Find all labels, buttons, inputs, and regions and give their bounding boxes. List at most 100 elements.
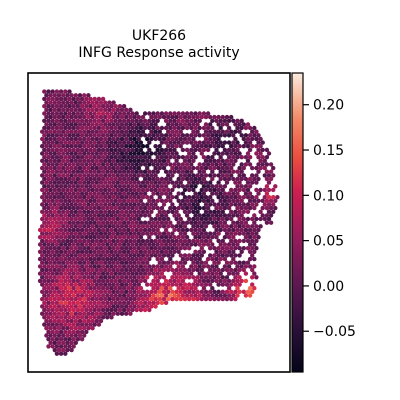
- spot: [69, 107, 74, 113]
- spot: [88, 271, 93, 276]
- spot: [157, 187, 162, 193]
- spot: [61, 216, 66, 222]
- spot: [155, 125, 160, 131]
- spot: [132, 180, 137, 185]
- spot: [189, 162, 194, 167]
- spot: [254, 246, 259, 251]
- spot: [163, 162, 169, 167]
- spot: [61, 195, 66, 200]
- spot: [195, 202, 200, 207]
- spot: [189, 264, 194, 269]
- spot: [94, 107, 100, 113]
- spot: [147, 213, 152, 218]
- spot: [218, 213, 223, 218]
- spot: [214, 162, 219, 167]
- spot: [92, 96, 97, 102]
- spot: [163, 184, 169, 189]
- spot: [140, 296, 146, 302]
- spot: [178, 114, 183, 120]
- spot: [94, 173, 100, 178]
- spot: [92, 242, 97, 247]
- spot: [52, 173, 57, 178]
- spot: [155, 213, 160, 218]
- spot: [107, 129, 112, 134]
- spot: [77, 100, 83, 105]
- spot: [121, 111, 127, 116]
- spot: [201, 162, 207, 167]
- spot: [63, 162, 68, 167]
- spot: [245, 122, 251, 127]
- spot: [199, 173, 204, 178]
- spot: [124, 180, 129, 185]
- spot: [90, 318, 95, 324]
- spot: [117, 307, 123, 313]
- spot: [40, 246, 45, 251]
- spot: [124, 187, 129, 193]
- spot: [111, 129, 116, 134]
- spot: [193, 118, 198, 124]
- spot: [48, 216, 53, 222]
- spot: [132, 238, 137, 244]
- spot: [130, 300, 135, 305]
- spot: [54, 191, 60, 196]
- spot: [52, 238, 57, 244]
- spot: [161, 260, 167, 265]
- spot: [40, 195, 45, 200]
- spot: [212, 114, 217, 120]
- spot: [96, 155, 102, 160]
- spot: [149, 216, 154, 222]
- colorbar-ticks: −0.050.000.050.100.150.20: [303, 98, 356, 340]
- spot: [92, 104, 97, 109]
- spot: [247, 176, 253, 182]
- spot: [210, 256, 215, 262]
- spot: [77, 202, 83, 207]
- spot: [92, 307, 97, 313]
- spot: [84, 286, 89, 291]
- spot: [201, 227, 207, 233]
- spot: [86, 289, 91, 294]
- spot: [96, 125, 102, 131]
- spot: [65, 246, 70, 251]
- spot: [67, 169, 72, 174]
- spot: [119, 187, 125, 193]
- spot: [134, 205, 139, 211]
- spot: [182, 289, 188, 294]
- spot: [103, 195, 108, 200]
- spot: [170, 267, 175, 273]
- spot: [203, 275, 209, 280]
- spot: [71, 329, 76, 335]
- spot: [224, 114, 230, 120]
- spot: [136, 195, 141, 200]
- spot: [40, 202, 45, 207]
- spot: [128, 253, 133, 258]
- spot: [77, 93, 83, 98]
- spot: [48, 173, 53, 178]
- spot: [163, 264, 169, 269]
- spot: [136, 282, 141, 287]
- spot: [52, 318, 57, 324]
- spot: [109, 242, 114, 247]
- spot: [163, 300, 169, 305]
- spot: [193, 125, 198, 131]
- spot: [128, 136, 133, 142]
- spot: [229, 209, 234, 214]
- spot: [233, 224, 238, 229]
- spot: [184, 133, 190, 138]
- spot: [132, 158, 137, 163]
- spot: [79, 227, 85, 233]
- spot: [149, 195, 154, 200]
- spot: [73, 231, 79, 236]
- spot: [195, 114, 200, 120]
- spot: [73, 267, 79, 273]
- spot: [117, 133, 123, 138]
- spot: [63, 184, 68, 189]
- spot: [151, 264, 156, 269]
- spot: [44, 333, 49, 338]
- spot: [54, 322, 60, 327]
- spot: [157, 238, 162, 244]
- spot: [180, 169, 186, 174]
- spot: [105, 264, 110, 269]
- spot: [107, 260, 112, 265]
- spot: [247, 198, 253, 203]
- spot: [88, 147, 93, 153]
